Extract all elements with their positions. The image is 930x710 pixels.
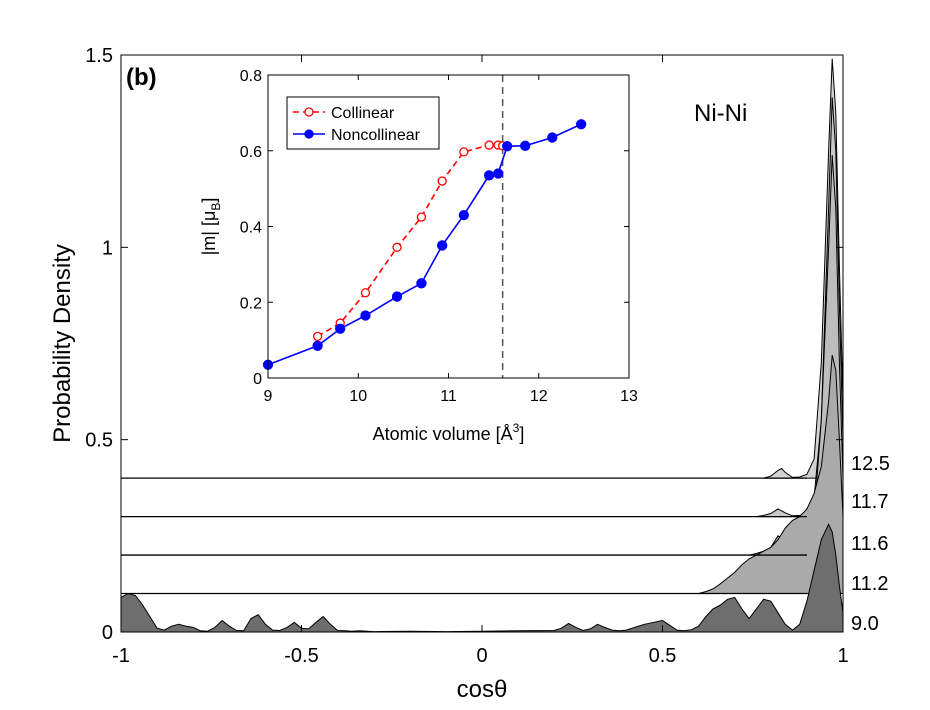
- inset-axis-ticks: 9 10 11 12 13 0 0.2 0.4 0.6 0.8: [240, 68, 638, 405]
- inset-legend: Collinear Noncollinear: [286, 96, 440, 150]
- inset-x-tick-label: 13: [620, 388, 638, 405]
- inset-y-axis-title: |m| [μB]: [199, 198, 223, 256]
- inset-y-tick-label: 0.8: [240, 68, 262, 85]
- legend-marker-Noncollinear: [304, 129, 314, 139]
- data-point-Noncollinear: [416, 278, 427, 289]
- data-point-Noncollinear: [391, 291, 403, 302]
- main-offset-strips: [121, 477, 807, 595]
- inset-series-markers: [262, 119, 587, 370]
- y-tick-label: 0: [102, 622, 113, 644]
- data-point-Collinear: [312, 331, 323, 341]
- data-point-Noncollinear: [360, 310, 371, 321]
- main-y-axis-title: Probability Density: [49, 244, 76, 443]
- main-axis-ticks: -1 -0.5 0 0.5 100.511.5: [85, 45, 848, 667]
- x-tick-label: 0: [476, 645, 487, 667]
- x-tick-label: 0.5: [649, 645, 677, 667]
- series-label-12.5: 12.5: [851, 453, 890, 475]
- density-area-11.2: [698, 354, 844, 594]
- data-point-Collinear: [392, 242, 402, 252]
- annotation-label: Ni-Ni: [694, 100, 747, 127]
- data-point-Collinear: [484, 140, 494, 150]
- inset-y-tick-label: 0.2: [240, 295, 262, 312]
- data-point-Noncollinear: [458, 209, 469, 221]
- main-x-axis-title: cosθ: [457, 676, 508, 703]
- inset-x-axis-title-superscript: 3: [513, 421, 520, 435]
- series-label-11.6: 11.6: [851, 533, 888, 555]
- main-area-fills: [120, 58, 844, 633]
- data-point-Collinear: [459, 147, 469, 157]
- series-label-9.0: 9.0: [851, 613, 879, 635]
- inset-y-tick-label: 0.6: [240, 144, 262, 161]
- inset-y-axis-title-subscript: B: [209, 203, 223, 211]
- data-point-Noncollinear: [335, 323, 346, 334]
- y-tick-label: 0.5: [85, 430, 113, 452]
- data-point-Collinear: [437, 176, 447, 186]
- series-label-11.2: 11.2: [851, 573, 888, 595]
- inset-y-axis-title-suffix: ]: [199, 198, 219, 203]
- data-point-Noncollinear: [483, 170, 495, 181]
- legend-label-Collinear: Collinear: [331, 105, 395, 122]
- data-point-Noncollinear: [312, 340, 323, 351]
- inset-x-axis-title-suffix: ]: [519, 424, 524, 444]
- y-tick-label: 1: [102, 237, 113, 259]
- data-point-Collinear: [360, 288, 371, 298]
- inset-y-axis-title-text: |m| [μ: [199, 211, 219, 256]
- inset-x-tick-label: 9: [264, 388, 273, 405]
- data-point-Noncollinear: [437, 240, 448, 251]
- data-point-Noncollinear: [492, 168, 504, 179]
- panel-label: (b): [126, 64, 157, 91]
- data-point-Noncollinear: [547, 132, 558, 143]
- inset-x-axis-title-text: Atomic volume [Å: [373, 424, 513, 444]
- inset-y-tick-label: 0.4: [240, 220, 262, 237]
- data-point-Noncollinear: [576, 119, 587, 130]
- inset-x-tick-label: 10: [349, 388, 367, 405]
- legend-marker-Collinear: [304, 107, 314, 117]
- inset-x-axis-title: Atomic volume [Å3]: [373, 421, 525, 444]
- data-point-Collinear: [416, 212, 427, 222]
- data-point-Noncollinear: [520, 140, 531, 151]
- x-tick-label: 1: [837, 645, 848, 667]
- inset-x-tick-label: 11: [440, 388, 457, 405]
- inset-y-tick-label: 0: [253, 371, 262, 388]
- series-label-11.7: 11.7: [851, 491, 888, 513]
- density-area-9.0: [120, 523, 844, 633]
- data-point-Noncollinear: [502, 141, 513, 152]
- y-tick-label: 1.5: [85, 45, 113, 67]
- x-tick-label: -0.5: [284, 645, 318, 667]
- legend-box: [286, 96, 440, 150]
- legend-label-Noncollinear: Noncollinear: [331, 127, 421, 144]
- inset-x-tick-label: 12: [530, 388, 548, 405]
- main-series-labels: 9.0 11.2 11.6 11.7 12.5: [851, 453, 890, 635]
- x-tick-label: -1: [112, 645, 130, 667]
